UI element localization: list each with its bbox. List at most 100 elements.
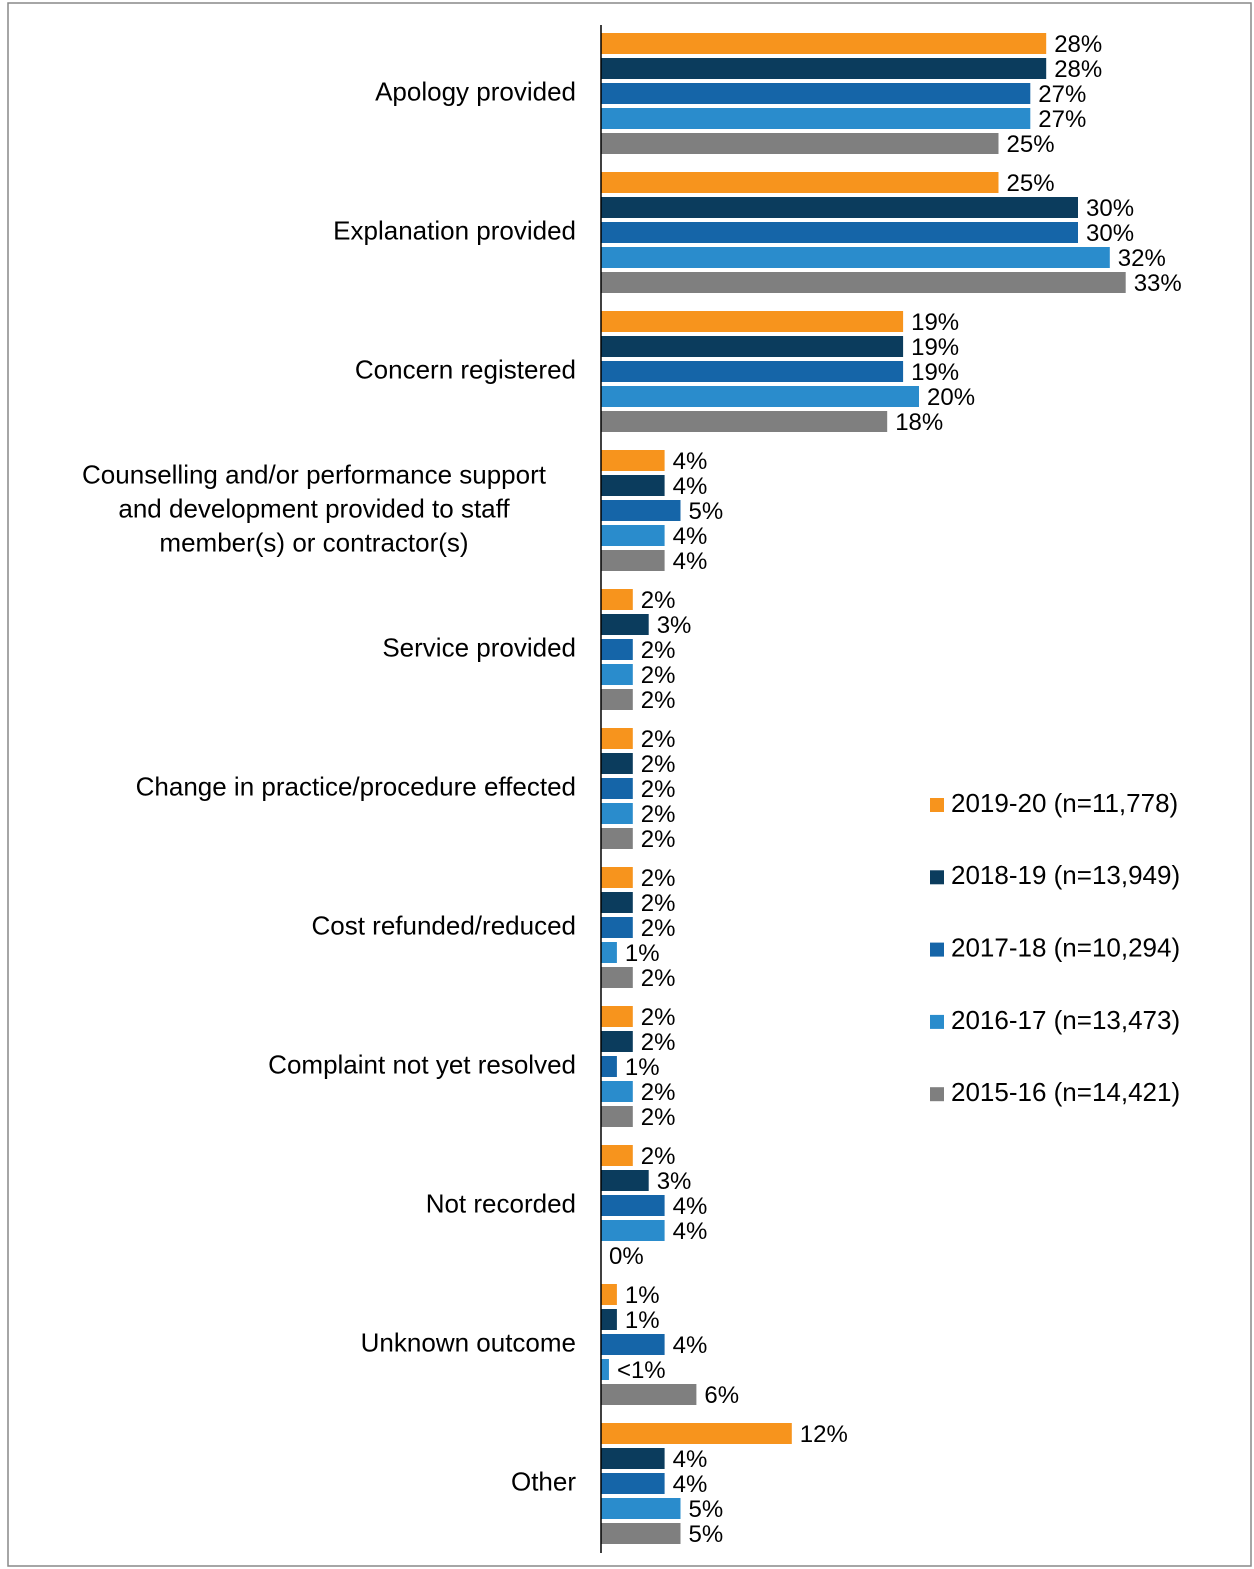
category-label: Apology provided — [375, 76, 576, 106]
bar — [601, 689, 633, 710]
bar — [601, 1523, 681, 1544]
category-label: Service provided — [382, 632, 576, 662]
bar — [601, 892, 633, 913]
value-label: 30% — [1086, 220, 1134, 247]
bar — [601, 867, 633, 888]
value-label: 2% — [641, 865, 676, 892]
value-label: 19% — [911, 359, 959, 386]
bar — [601, 967, 633, 988]
category-label: Cost refunded/reduced — [311, 910, 576, 940]
category-label: Not recorded — [426, 1188, 576, 1218]
bar — [601, 108, 1031, 129]
value-label: 2% — [641, 662, 676, 689]
value-label: 2% — [641, 915, 676, 942]
bar — [601, 58, 1047, 79]
bar — [601, 222, 1078, 243]
bar — [601, 272, 1126, 293]
value-label: 1% — [625, 1054, 660, 1081]
legend-label: 2017-18 (n=10,294) — [951, 932, 1180, 962]
value-label: 4% — [673, 1193, 708, 1220]
value-label: 5% — [689, 498, 724, 525]
bar — [601, 664, 633, 685]
legend-swatch — [930, 1014, 944, 1029]
value-label: 28% — [1054, 56, 1102, 83]
bar — [601, 1006, 633, 1027]
value-label: 2% — [641, 1079, 676, 1106]
bar — [601, 525, 665, 546]
value-label: 2% — [641, 1029, 676, 1056]
value-label: 3% — [657, 612, 692, 639]
bar — [601, 33, 1047, 54]
value-label: 5% — [689, 1521, 724, 1548]
bar — [601, 728, 633, 749]
bar — [601, 1359, 609, 1380]
bar — [601, 1170, 649, 1191]
bar — [601, 639, 633, 660]
bar — [601, 172, 999, 193]
category-label: Concern registered — [355, 354, 576, 384]
value-label: 4% — [673, 1332, 708, 1359]
value-label: 2% — [641, 587, 676, 614]
bar — [601, 311, 904, 332]
value-label: 30% — [1086, 195, 1134, 222]
bar — [601, 803, 633, 824]
value-label: 2% — [641, 801, 676, 828]
frame — [7, 2, 1252, 1567]
bar — [601, 197, 1078, 218]
value-label: 4% — [673, 523, 708, 550]
bar — [601, 1056, 617, 1077]
bar — [601, 133, 999, 154]
category-label: Explanation provided — [333, 215, 576, 245]
bar — [601, 1473, 665, 1494]
value-label: 2% — [641, 1004, 676, 1031]
value-label: 2% — [641, 890, 676, 917]
value-label: 25% — [1007, 131, 1055, 158]
value-label: 27% — [1038, 81, 1086, 108]
bar — [601, 1195, 665, 1216]
value-label: 18% — [895, 409, 943, 436]
bar — [601, 589, 633, 610]
bar — [601, 1081, 633, 1102]
value-label: 25% — [1007, 170, 1055, 197]
value-label: 12% — [800, 1421, 848, 1448]
value-label: 1% — [625, 1282, 660, 1309]
bar — [601, 1334, 665, 1355]
category-label: Unknown outcome — [361, 1327, 576, 1357]
legend-swatch — [930, 870, 944, 885]
legend-swatch — [930, 1087, 944, 1102]
value-label: 19% — [911, 334, 959, 361]
bar — [601, 1145, 633, 1166]
bar — [601, 1031, 633, 1052]
bar — [601, 475, 665, 496]
value-label: 19% — [911, 309, 959, 336]
category-label: Counselling and/or performance support an… — [82, 459, 547, 557]
legend-label: 2015-16 (n=14,421) — [951, 1077, 1180, 1107]
bar — [601, 1384, 697, 1405]
value-label: 27% — [1038, 106, 1086, 133]
value-label: 4% — [673, 1446, 708, 1473]
bar — [601, 1220, 665, 1241]
bar — [601, 1309, 617, 1330]
bar — [601, 1423, 792, 1444]
value-label: 6% — [704, 1382, 739, 1409]
bar — [601, 1448, 665, 1469]
value-label: 20% — [927, 384, 975, 411]
bar — [601, 83, 1031, 104]
value-label: 2% — [641, 826, 676, 853]
value-label: 0% — [609, 1243, 644, 1270]
value-label: 2% — [641, 1143, 676, 1170]
value-label: 33% — [1134, 270, 1182, 297]
value-label: 2% — [641, 726, 676, 753]
value-label: 4% — [673, 448, 708, 475]
value-label: 2% — [641, 687, 676, 714]
bar — [601, 500, 681, 521]
value-label: 1% — [625, 1307, 660, 1334]
bar — [601, 550, 665, 571]
value-label: 4% — [673, 548, 708, 575]
bar — [601, 450, 665, 471]
value-label: 28% — [1054, 31, 1102, 58]
value-label: <1% — [617, 1357, 666, 1384]
value-label: 32% — [1118, 245, 1166, 272]
bar — [601, 1106, 633, 1127]
